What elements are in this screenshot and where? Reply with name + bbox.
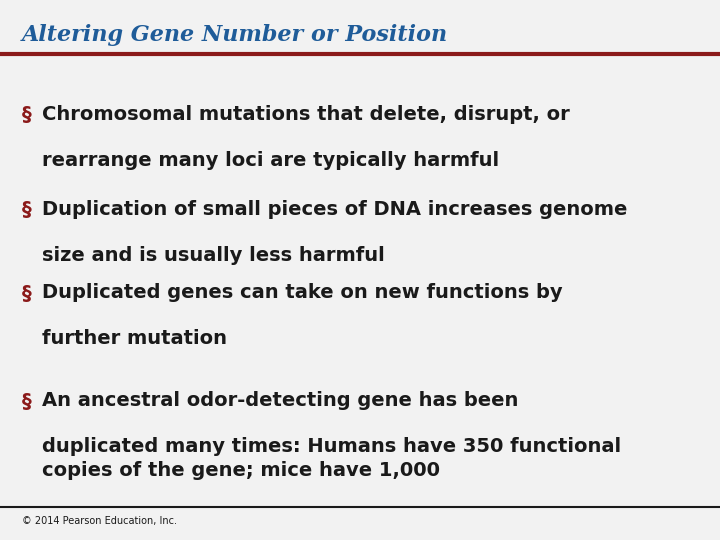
Text: duplicated many times: Humans have 350 functional
copies of the gene; mice have : duplicated many times: Humans have 350 f… [42,437,621,480]
Text: rearrange many loci are typically harmful: rearrange many loci are typically harmfu… [42,151,499,170]
Text: size and is usually less harmful: size and is usually less harmful [42,246,384,265]
Text: © 2014 Pearson Education, Inc.: © 2014 Pearson Education, Inc. [22,516,176,526]
Text: Duplicated genes can take on new functions by: Duplicated genes can take on new functio… [42,284,562,302]
Text: Altering Gene Number or Position: Altering Gene Number or Position [22,24,448,46]
Text: further mutation: further mutation [42,329,227,348]
Text: §: § [22,284,32,302]
Text: §: § [22,392,32,410]
Text: Chromosomal mutations that delete, disrupt, or: Chromosomal mutations that delete, disru… [42,105,570,124]
Text: An ancestral odor-detecting gene has been: An ancestral odor-detecting gene has bee… [42,392,518,410]
Text: §: § [22,200,32,219]
Text: Duplication of small pieces of DNA increases genome: Duplication of small pieces of DNA incre… [42,200,627,219]
Text: §: § [22,105,32,124]
